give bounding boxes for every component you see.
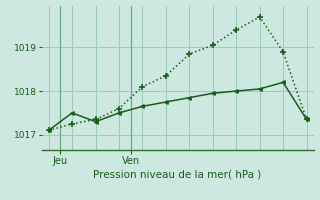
- X-axis label: Pression niveau de la mer( hPa ): Pression niveau de la mer( hPa ): [93, 170, 262, 180]
